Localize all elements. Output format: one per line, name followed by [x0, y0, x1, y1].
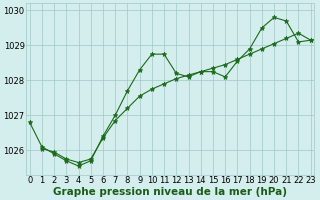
X-axis label: Graphe pression niveau de la mer (hPa): Graphe pression niveau de la mer (hPa)	[53, 187, 287, 197]
